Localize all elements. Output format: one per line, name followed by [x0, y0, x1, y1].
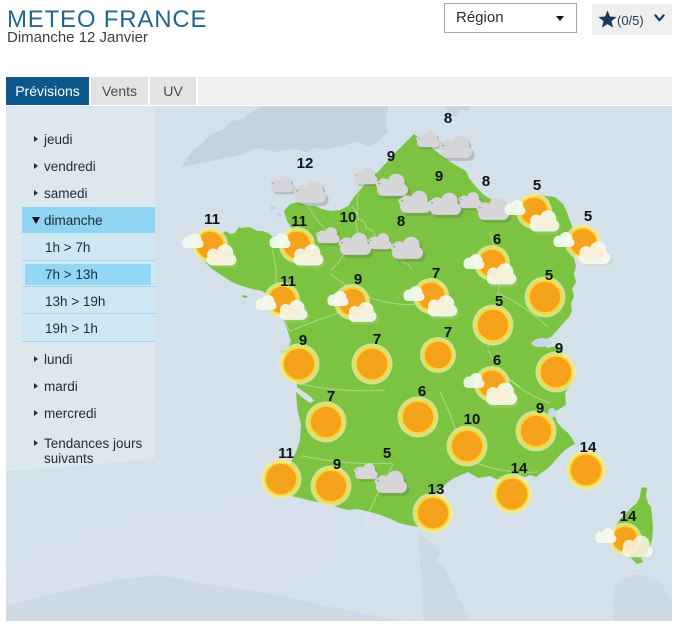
svg-text:9: 9	[387, 148, 395, 165]
svg-text:14: 14	[580, 439, 597, 456]
svg-text:11: 11	[204, 211, 220, 228]
svg-text:11: 11	[278, 445, 294, 462]
svg-text:9: 9	[299, 332, 307, 349]
svg-text:6: 6	[418, 383, 426, 400]
svg-text:7: 7	[327, 388, 335, 405]
svg-text:11: 11	[280, 273, 296, 290]
svg-text:12: 12	[297, 155, 314, 172]
svg-text:5: 5	[545, 267, 553, 284]
svg-text:9: 9	[536, 400, 544, 417]
svg-text:9: 9	[555, 340, 563, 357]
svg-text:8: 8	[444, 110, 452, 127]
svg-text:13: 13	[428, 481, 445, 498]
svg-text:7: 7	[444, 324, 452, 341]
svg-text:5: 5	[533, 177, 541, 194]
svg-text:5: 5	[495, 293, 503, 310]
svg-text:5: 5	[383, 445, 391, 462]
svg-text:14: 14	[511, 460, 528, 477]
svg-text:9: 9	[333, 456, 341, 473]
svg-text:10: 10	[340, 209, 357, 226]
svg-text:5: 5	[584, 208, 592, 225]
svg-text:8: 8	[397, 213, 405, 230]
svg-text:10: 10	[464, 411, 481, 428]
svg-text:9: 9	[435, 168, 443, 185]
svg-text:9: 9	[354, 271, 362, 288]
svg-text:6: 6	[493, 352, 501, 369]
svg-text:6: 6	[493, 231, 501, 248]
svg-text:11: 11	[291, 213, 307, 230]
svg-text:8: 8	[482, 173, 490, 190]
svg-text:7: 7	[432, 265, 440, 282]
svg-text:14: 14	[620, 508, 637, 525]
svg-text:7: 7	[373, 331, 381, 348]
